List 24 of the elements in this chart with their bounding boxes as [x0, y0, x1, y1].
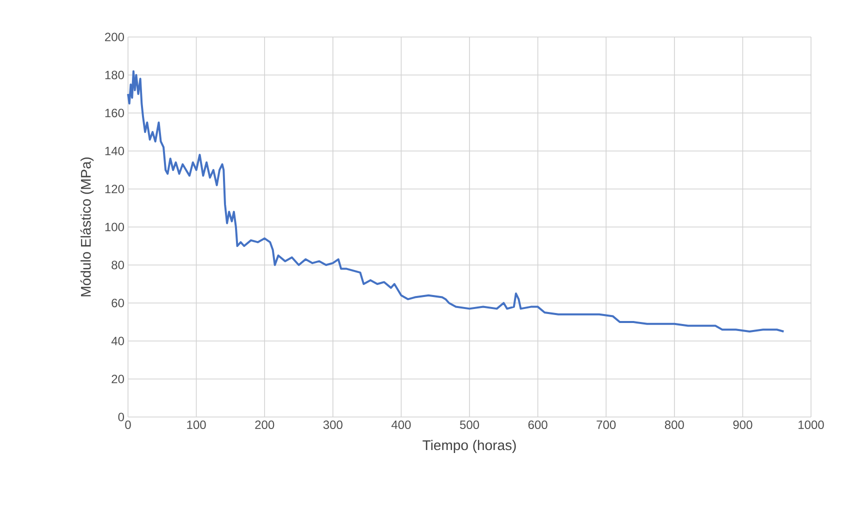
- x-tick-label: 600: [528, 420, 548, 430]
- x-axis-title: Tiempo (horas): [422, 440, 516, 453]
- x-tick-label: 700: [596, 420, 616, 430]
- y-tick-label: 140: [105, 146, 124, 156]
- x-tick-label: 1000: [798, 420, 824, 430]
- x-tick-label: 900: [733, 420, 752, 430]
- x-tick-label: 200: [255, 420, 274, 430]
- x-tick-label: 800: [664, 420, 684, 430]
- y-tick-label: 200: [105, 32, 124, 42]
- y-axis-title: Módulo Elástico (MPa): [80, 157, 94, 296]
- y-tick-label: 20: [112, 374, 124, 384]
- x-tick-label: 300: [323, 420, 342, 430]
- y-tick-label: 160: [105, 108, 124, 118]
- y-tick-label: 120: [105, 184, 124, 194]
- y-tick-label: 60: [112, 298, 124, 308]
- x-tick-label: 500: [460, 420, 480, 430]
- x-tick-label: 0: [125, 420, 131, 430]
- y-tick-label: 180: [105, 70, 124, 80]
- x-tick-label: 100: [187, 420, 206, 430]
- y-tick-label: 80: [112, 260, 124, 270]
- y-tick-label: 40: [111, 336, 124, 346]
- y-tick-label: 100: [105, 222, 124, 232]
- y-tick-label: 0: [118, 412, 124, 422]
- x-tick-label: 400: [391, 420, 411, 430]
